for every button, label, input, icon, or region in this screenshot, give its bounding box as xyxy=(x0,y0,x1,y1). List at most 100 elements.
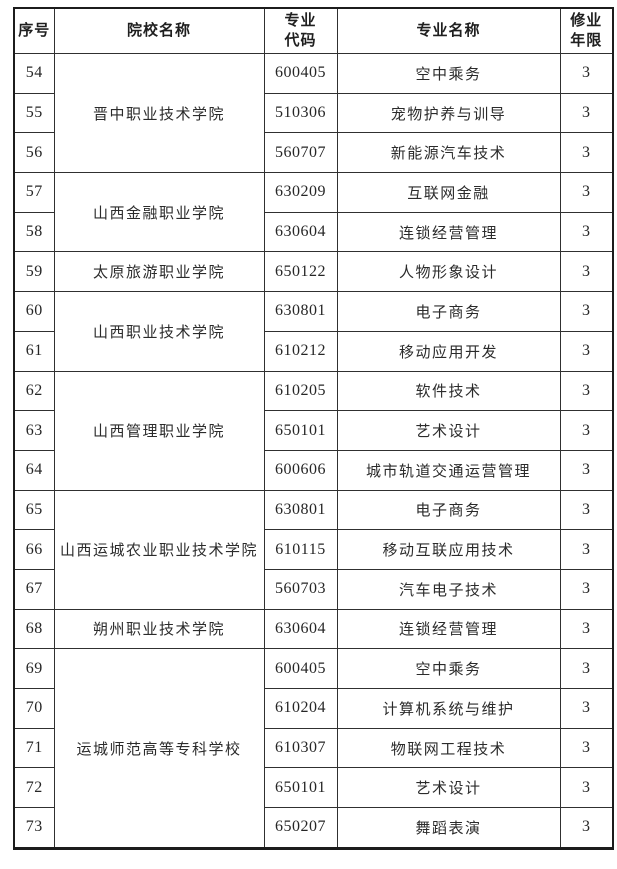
major-name-cell: 城市轨道交通运营管理 xyxy=(336,449,561,491)
major-name-cell: 电子商务 xyxy=(336,291,561,332)
major-name-cell: 空中乘务 xyxy=(336,53,561,94)
duration-cell: 3 xyxy=(559,688,614,729)
table-row: 55 510306 宠物护养与训导 3 xyxy=(13,92,614,134)
duration-cell: 3 xyxy=(559,211,614,253)
majors-table: 序号 院校名称 专业 代码 专业名称 修业 年限 54 晋中职业技术学院 60040… xyxy=(13,7,614,850)
duration-cell: 3 xyxy=(559,92,614,134)
major-name-cell: 舞蹈表演 xyxy=(336,807,561,849)
table-row: 69 运城师范高等专科学校 600405 空中乘务 3 xyxy=(13,648,614,849)
table-row: 58 630604 连锁经营管理 3 xyxy=(13,211,614,253)
institution-cell: 运城师范高等专科学校 xyxy=(53,648,265,849)
table-row: 54 晋中职业技术学院 600405 空中乘务 3 xyxy=(13,52,614,174)
major-name-cell: 物联网工程技术 xyxy=(336,727,561,769)
major-code-cell: 610115 xyxy=(263,529,338,570)
table-row: 73 650207 舞蹈表演 3 xyxy=(13,807,614,849)
major-name-cell: 连锁经营管理 xyxy=(336,211,561,253)
major-code-cell: 560703 xyxy=(263,568,338,610)
major-code-cell: 510306 xyxy=(263,92,338,134)
major-name-cell: 艺术设计 xyxy=(336,410,561,451)
row-number-cell: 55 xyxy=(13,92,55,134)
duration-cell: 3 xyxy=(559,172,614,213)
major-code-cell: 630604 xyxy=(263,211,338,253)
major-name-cell: 汽车电子技术 xyxy=(336,568,561,610)
major-code-cell: 600405 xyxy=(263,648,338,689)
major-code-cell: 600606 xyxy=(263,449,338,491)
duration-cell: 3 xyxy=(559,330,614,372)
row-number-cell: 66 xyxy=(13,529,55,570)
header-no: 序号 xyxy=(13,7,55,54)
row-number-cell: 61 xyxy=(13,330,55,372)
major-name-cell: 计算机系统与维护 xyxy=(336,688,561,729)
table-row: 60 山西职业技术学院 630801 电子商务 3 xyxy=(13,291,614,372)
major-name-cell: 移动应用开发 xyxy=(336,330,561,372)
row-number-cell: 54 xyxy=(13,53,55,94)
institution-cell: 山西运城农业职业技术学院 xyxy=(53,489,265,610)
table-row: 65 山西运城农业职业技术学院 630801 电子商务 3 xyxy=(13,489,614,610)
row-number-cell: 63 xyxy=(13,410,55,451)
row-number-cell: 72 xyxy=(13,767,55,809)
row-number-cell: 68 xyxy=(13,608,55,650)
duration-cell: 3 xyxy=(559,53,614,94)
row-number-cell: 59 xyxy=(13,251,55,293)
table-row: 63 650101 艺术设计 3 xyxy=(13,410,614,451)
document-page: 序号 院校名称 专业 代码 专业名称 修业 年限 54 晋中职业技术学院 60040… xyxy=(0,7,617,869)
row-number-cell: 73 xyxy=(13,807,55,849)
table-row: 57 山西金融职业学院 630209 互联网金融 3 xyxy=(13,172,614,253)
institution-cell: 山西金融职业学院 xyxy=(53,172,265,253)
header-row: 序号 院校名称 专业 代码 专业名称 修业 年限 xyxy=(13,7,614,54)
major-code-cell: 610212 xyxy=(263,330,338,372)
institution-cell: 山西管理职业学院 xyxy=(53,370,265,491)
row-number-cell: 60 xyxy=(13,291,55,332)
institution-cell: 朔州职业技术学院 xyxy=(53,608,265,650)
major-code-cell: 600405 xyxy=(263,53,338,94)
table-body: 54 晋中职业技术学院 600405 空中乘务 3 55 510306 宠物护养与训导 3 56 5… xyxy=(13,52,614,849)
duration-cell: 3 xyxy=(559,449,614,491)
table-row: 64 600606 城市轨道交通运营管理 3 xyxy=(13,449,614,491)
header-duration: 修业 年限 xyxy=(559,7,614,54)
row-number-cell: 70 xyxy=(13,688,55,729)
major-code-cell: 560707 xyxy=(263,132,338,174)
header-major-name: 专业名称 xyxy=(336,7,561,54)
major-code-cell: 630801 xyxy=(263,291,338,332)
row-number-cell: 56 xyxy=(13,132,55,174)
duration-cell: 3 xyxy=(559,568,614,610)
table-row: 68 朔州职业技术学院 630604 连锁经营管理 3 xyxy=(13,608,614,650)
table-row: 61 610212 移动应用开发 3 xyxy=(13,330,614,372)
duration-cell: 3 xyxy=(559,370,614,412)
row-number-cell: 58 xyxy=(13,211,55,253)
row-number-cell: 62 xyxy=(13,370,55,412)
major-code-cell: 610205 xyxy=(263,370,338,412)
duration-cell: 3 xyxy=(559,807,614,849)
duration-cell: 3 xyxy=(559,251,614,293)
row-number-cell: 69 xyxy=(13,648,55,689)
major-code-cell: 650101 xyxy=(263,410,338,451)
major-name-cell: 互联网金融 xyxy=(336,172,561,213)
duration-cell: 3 xyxy=(559,727,614,769)
major-name-cell: 新能源汽车技术 xyxy=(336,132,561,174)
major-code-cell: 650101 xyxy=(263,767,338,809)
table-row: 62 山西管理职业学院 610205 软件技术 3 xyxy=(13,370,614,491)
major-code-cell: 630604 xyxy=(263,608,338,650)
table-row: 72 650101 艺术设计 3 xyxy=(13,767,614,809)
row-number-cell: 65 xyxy=(13,489,55,531)
duration-cell: 3 xyxy=(559,608,614,650)
row-number-cell: 71 xyxy=(13,727,55,769)
institution-cell: 晋中职业技术学院 xyxy=(53,52,265,174)
table-row: 59 太原旅游职业学院 650122 人物形象设计 3 xyxy=(13,251,614,293)
major-name-cell: 移动互联应用技术 xyxy=(336,529,561,570)
header-institution: 院校名称 xyxy=(53,7,265,54)
major-code-cell: 630801 xyxy=(263,489,338,531)
duration-cell: 3 xyxy=(559,291,614,332)
row-number-cell: 64 xyxy=(13,449,55,491)
duration-cell: 3 xyxy=(559,410,614,451)
major-code-cell: 630209 xyxy=(263,172,338,213)
table-row: 70 610204 计算机系统与维护 3 xyxy=(13,688,614,729)
major-code-cell: 650122 xyxy=(263,251,338,293)
major-code-cell: 610204 xyxy=(263,688,338,729)
row-number-cell: 67 xyxy=(13,568,55,610)
duration-cell: 3 xyxy=(559,132,614,174)
major-name-cell: 艺术设计 xyxy=(336,767,561,809)
duration-cell: 3 xyxy=(559,489,614,531)
institution-cell: 山西职业技术学院 xyxy=(53,291,265,372)
major-name-cell: 软件技术 xyxy=(336,370,561,412)
